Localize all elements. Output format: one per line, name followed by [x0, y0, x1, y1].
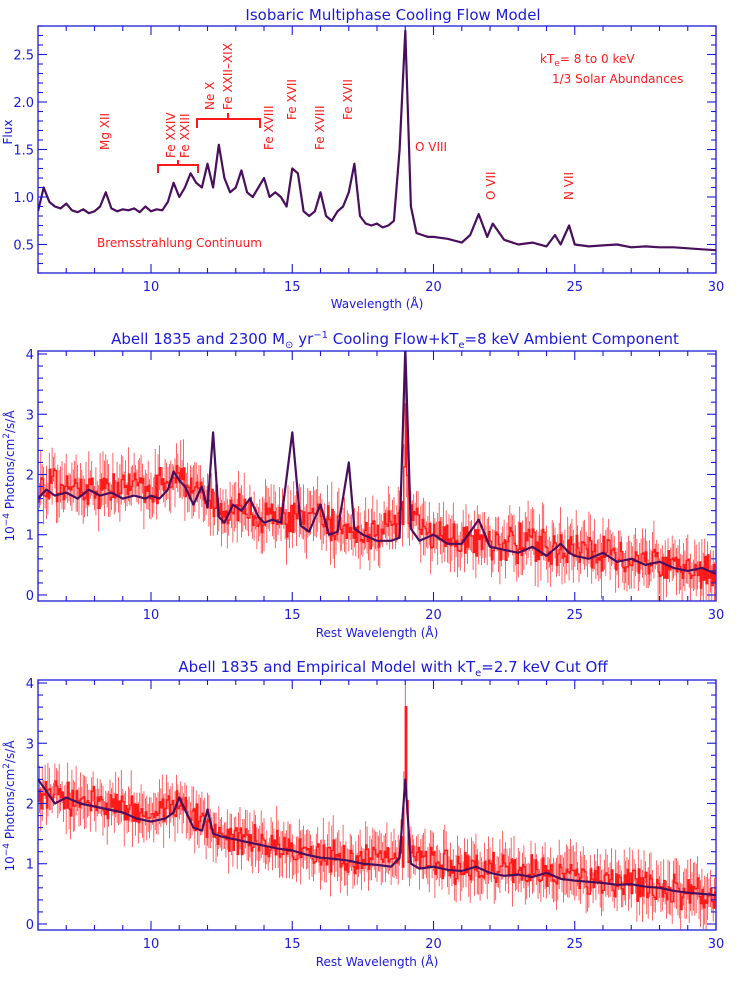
- y-tick-label: 0.5: [13, 239, 34, 254]
- y-tick-label: 2.0: [13, 96, 34, 111]
- bracket-fe-xxiv-xxiii: [157, 160, 199, 173]
- ann-fe-xxiii: Fe XXIII: [178, 113, 192, 158]
- p3-yl-exp: −4: [2, 843, 12, 857]
- y-tick-label: 2.5: [13, 49, 34, 64]
- x-tick-label: 30: [708, 608, 725, 623]
- x-tick-label: 30: [708, 937, 725, 952]
- x-tick-label: 15: [284, 937, 301, 952]
- ann-kte-kt: kT: [540, 52, 555, 66]
- y-tick-label: 1: [26, 529, 34, 544]
- y-tick-label: 1: [26, 858, 34, 873]
- panel-cooling-flow-ambient: Abell 1835 and 2300 M⊙ yr−1 Cooling Flow…: [2, 330, 724, 640]
- ann-o-viii: O VIII: [415, 140, 447, 154]
- ann-fe-xxii-xix: Fe XXII–XIX: [221, 43, 235, 110]
- panel3-plot: [38, 683, 716, 930]
- x-tick-label: 30: [708, 280, 725, 295]
- panel1-ticks: 10 15 20 25 30 0.5 1.0 1.5 2.0 2.5: [13, 25, 725, 295]
- ann-kte-sub: e: [554, 59, 560, 69]
- p2-title-exp: −1: [313, 330, 328, 341]
- x-tick-label: 15: [284, 280, 301, 295]
- data-error-bars: [38, 382, 716, 601]
- y-tick-label: 4: [26, 677, 34, 692]
- model-line: [38, 29, 716, 252]
- p3-title-a: Abell 1835 and Empirical Model with kT: [178, 658, 476, 676]
- x-tick-label: 25: [566, 937, 583, 952]
- ann-kte-rest: = 8 to 0 keV: [560, 52, 636, 66]
- ann-fe-xvii-1: Fe XVII: [285, 79, 299, 120]
- x-tick-label: 20: [425, 280, 442, 295]
- p2-title-a: Abell 1835 and 2300 M: [111, 330, 285, 348]
- x-tick-label: 10: [143, 608, 160, 623]
- panel2-ticks: 10 15 20 25 30 0 1 2 3 4: [26, 348, 725, 623]
- p2-yl-sq: 2: [2, 433, 12, 439]
- bracket-fe-xxii-xix: [196, 113, 261, 128]
- ann-n-vii: N VII: [562, 172, 576, 200]
- ann-bremsstrahlung: Bremsstrahlung Continuum: [97, 236, 262, 250]
- model-line: [38, 351, 716, 575]
- ann-mg-xii: Mg XII: [98, 113, 112, 150]
- x-tick-label: 25: [566, 280, 583, 295]
- y-tick-label: 1.0: [13, 191, 34, 206]
- p2-title-sub: e: [458, 340, 464, 351]
- plot-area: [38, 351, 716, 601]
- panel1-ylabel: Flux: [1, 120, 15, 145]
- x-tick-label: 20: [425, 937, 442, 952]
- y-tick-label: 1.5: [13, 144, 34, 159]
- panel3-title: Abell 1835 and Empirical Model with kTe=…: [178, 658, 608, 679]
- ann-abundances: 1/3 Solar Abundances: [552, 72, 683, 86]
- p2-yl-exp: −4: [2, 513, 12, 527]
- x-tick-label: 10: [143, 280, 160, 295]
- plot-area: [38, 683, 716, 930]
- panel2-plot: [38, 351, 716, 601]
- y-tick-label: 0: [26, 589, 34, 604]
- panel1-xlabel: Wavelength (Å): [331, 296, 424, 311]
- panel1-plot: [38, 29, 716, 252]
- y-tick-label: 0: [26, 918, 34, 933]
- p2-title-cf: Cooling Flow+kT: [328, 330, 459, 348]
- p2-yl-b: Photons/cm: [3, 439, 17, 513]
- ann-ne-x: Ne X: [203, 82, 217, 110]
- panel2-ylabel: 10−4 Photons/cm2/s/Å: [2, 410, 17, 542]
- panel3-xlabel: Rest Wavelength (Å): [316, 954, 439, 969]
- ann-kte-range: kTe= 8 to 0 keV: [540, 52, 635, 69]
- data-error-bars: [38, 683, 716, 930]
- y-tick-label: 3: [26, 408, 34, 423]
- p3-yl-sq: 2: [2, 763, 12, 769]
- p3-yl-b: Photons/cm: [3, 769, 17, 843]
- panel3-ylabel: 10−4 Photons/cm2/s/Å: [2, 740, 17, 872]
- panel2-xlabel: Rest Wavelength (Å): [316, 625, 439, 640]
- y-tick-label: 2: [26, 468, 34, 483]
- p3-yl-a: 10: [3, 856, 17, 871]
- model-line: [38, 778, 716, 897]
- panel-empirical-model: Abell 1835 and Empirical Model with kTe=…: [2, 658, 724, 969]
- ann-fe-xviii-1: Fe XVIII: [262, 106, 276, 151]
- ann-fe-xxiv: Fe XXIV: [164, 112, 178, 158]
- p2-title-tail: =8 keV Ambient Component: [465, 330, 679, 348]
- plot-area: [38, 29, 716, 252]
- x-tick-label: 15: [284, 608, 301, 623]
- x-tick-label: 25: [566, 608, 583, 623]
- y-tick-label: 4: [26, 348, 34, 363]
- p3-title-tail: =2.7 keV Cut Off: [481, 658, 608, 676]
- x-tick-label: 20: [425, 608, 442, 623]
- p2-title-sun: ⊙: [285, 340, 293, 351]
- ann-o-vii: O VII: [484, 171, 498, 200]
- y-tick-label: 2: [26, 797, 34, 812]
- x-tick-label: 10: [143, 937, 160, 952]
- p2-title-yr: yr: [293, 330, 314, 348]
- panel1-title: Isobaric Multiphase Cooling Flow Model: [245, 6, 540, 24]
- p3-title-sub: e: [475, 668, 481, 679]
- panel-cooling-flow-model: Isobaric Multiphase Cooling Flow Model 1…: [1, 6, 724, 311]
- p2-yl-a: 10: [3, 526, 17, 541]
- y-tick-label: 3: [26, 737, 34, 752]
- p2-yl-c: /s/Å: [2, 410, 17, 433]
- panel2-title: Abell 1835 and 2300 M⊙ yr−1 Cooling Flow…: [111, 330, 679, 351]
- p3-yl-c: /s/Å: [2, 740, 17, 763]
- panel3-ticks: 10 15 20 25 30 0 1 2 3 4: [26, 677, 725, 952]
- data-histogram: [38, 706, 716, 911]
- ann-fe-xvii-2: Fe XVII: [341, 79, 355, 120]
- ann-fe-xviii-2: Fe XVIII: [313, 106, 327, 151]
